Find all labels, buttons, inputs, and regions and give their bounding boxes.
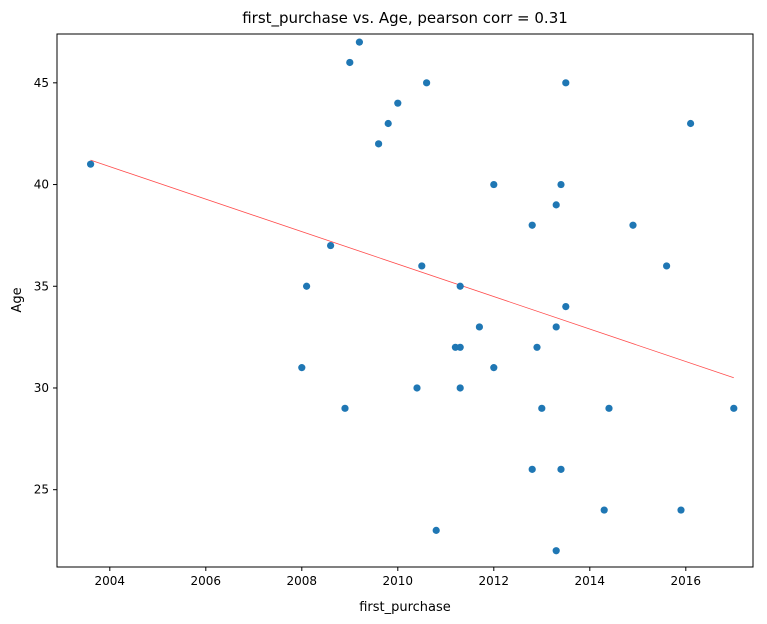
- data-point: [677, 506, 685, 514]
- data-point: [562, 303, 570, 311]
- chart-title: first_purchase vs. Age, pearson corr = 0…: [242, 9, 568, 28]
- data-point: [605, 404, 613, 412]
- data-point: [663, 262, 671, 270]
- axes-frame: [56, 33, 754, 568]
- data-point: [730, 404, 738, 412]
- data-point: [552, 323, 560, 331]
- y-axis-label: Age: [10, 287, 25, 312]
- y-axis: 25 30 35 40 45: [34, 76, 57, 497]
- data-point: [687, 119, 695, 128]
- y-tick-label: 35: [34, 279, 49, 293]
- x-tick-label: 2008: [287, 574, 318, 588]
- points-layer: [87, 38, 738, 555]
- data-point: [418, 262, 426, 270]
- x-axis-label: first_purchase: [359, 600, 451, 615]
- data-point: [384, 119, 392, 128]
- data-point: [475, 323, 483, 331]
- data-point: [298, 364, 306, 372]
- x-tick-label: 2012: [479, 574, 510, 588]
- y-tick-label: 45: [34, 76, 49, 90]
- data-point: [423, 79, 431, 87]
- x-tick-label: 2010: [383, 574, 414, 588]
- data-point: [327, 241, 335, 250]
- data-point: [490, 364, 498, 372]
- data-point: [87, 160, 95, 168]
- data-point: [456, 343, 464, 351]
- data-point: [552, 547, 560, 555]
- y-tick-label: 25: [34, 483, 49, 497]
- data-point: [557, 465, 565, 473]
- x-tick-label: 2014: [575, 574, 606, 588]
- y-tick-label: 40: [34, 178, 49, 192]
- data-point: [413, 384, 421, 392]
- data-point: [600, 506, 608, 514]
- x-tick-label: 2004: [95, 574, 126, 588]
- data-point: [557, 180, 565, 189]
- data-point: [562, 79, 570, 87]
- data-point: [533, 343, 541, 351]
- data-point: [375, 140, 383, 148]
- data-point: [629, 221, 637, 229]
- data-point: [355, 38, 363, 46]
- x-tick-label: 2016: [671, 574, 702, 588]
- trend-line: [90, 159, 734, 379]
- trend-layer: [90, 159, 734, 379]
- data-point: [490, 180, 498, 189]
- data-point: [341, 404, 349, 412]
- y-tick-label: 30: [34, 381, 49, 395]
- data-point: [394, 99, 402, 107]
- data-point: [528, 465, 536, 473]
- data-point: [552, 201, 560, 209]
- data-point: [303, 282, 311, 290]
- x-tick-label: 2006: [191, 574, 222, 588]
- data-point: [346, 58, 354, 67]
- data-point: [528, 221, 536, 229]
- data-point: [538, 404, 546, 412]
- data-point: [456, 282, 464, 290]
- data-point: [456, 384, 464, 392]
- data-point: [432, 526, 440, 534]
- x-axis: 2004 2006 2008 2010 2012 2014 2016: [95, 567, 702, 588]
